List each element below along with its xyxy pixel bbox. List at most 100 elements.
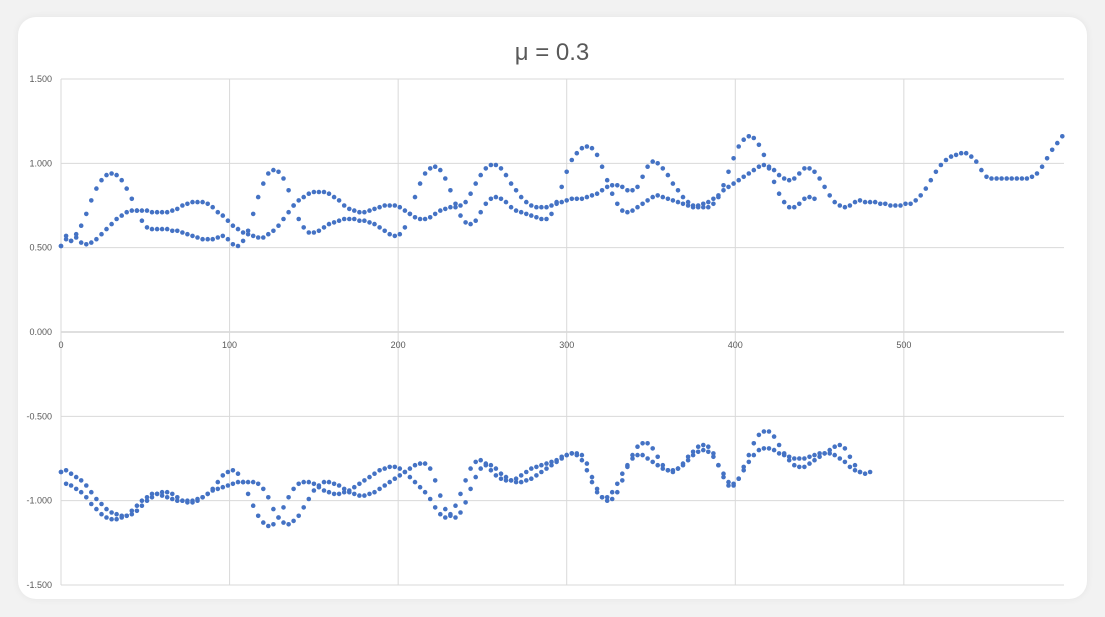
data-point xyxy=(89,489,94,495)
data-point xyxy=(640,441,645,446)
data-point xyxy=(559,199,564,205)
data-point xyxy=(807,166,812,171)
data-point xyxy=(554,457,559,463)
data-point xyxy=(159,493,165,498)
data-point xyxy=(402,225,408,230)
data-point xyxy=(281,520,286,525)
data-point xyxy=(513,208,519,213)
data-point xyxy=(781,176,787,181)
data-point xyxy=(225,236,231,242)
data-point xyxy=(463,478,468,483)
data-point xyxy=(432,478,438,483)
data-point xyxy=(114,511,119,517)
data-point xyxy=(352,491,357,497)
data-point xyxy=(438,167,443,173)
data-point xyxy=(134,208,140,213)
data-point xyxy=(680,462,686,468)
data-point xyxy=(797,456,802,461)
data-point xyxy=(336,491,342,497)
data-point xyxy=(655,462,660,468)
data-point xyxy=(483,201,489,207)
data-point xyxy=(675,188,681,193)
data-point xyxy=(225,218,231,223)
data-point xyxy=(63,468,69,473)
data-point xyxy=(706,449,711,455)
data-point xyxy=(837,456,843,461)
data-point xyxy=(776,451,782,456)
data-point xyxy=(645,456,650,461)
y-tick-label: -1.500 xyxy=(26,580,52,590)
data-point xyxy=(786,204,792,210)
data-point xyxy=(331,491,337,497)
data-point xyxy=(1014,176,1020,181)
data-point xyxy=(458,213,463,218)
data-point xyxy=(175,495,180,500)
data-point xyxy=(670,198,676,203)
data-point xyxy=(341,489,347,495)
data-point xyxy=(195,199,200,205)
data-point xyxy=(771,167,777,173)
data-point xyxy=(114,172,119,178)
data-point xyxy=(1009,176,1014,181)
data-point xyxy=(84,483,89,488)
data-point xyxy=(761,152,767,158)
data-point xyxy=(341,486,347,492)
data-point xyxy=(195,235,200,240)
data-point xyxy=(498,471,504,477)
data-point xyxy=(129,196,135,202)
data-point xyxy=(190,233,195,239)
data-point xyxy=(807,461,812,466)
data-point xyxy=(78,223,84,228)
data-point xyxy=(104,226,109,232)
data-point xyxy=(655,193,660,198)
data-point xyxy=(240,238,246,244)
data-point xyxy=(751,135,757,141)
data-point xyxy=(503,172,509,178)
data-point xyxy=(817,176,822,181)
x-tick-label: 500 xyxy=(896,340,911,350)
data-point xyxy=(953,152,959,158)
data-point xyxy=(296,481,302,487)
data-point xyxy=(756,164,762,169)
data-point xyxy=(584,144,590,149)
data-point xyxy=(417,461,423,466)
data-point xyxy=(357,209,362,215)
data-point xyxy=(109,171,114,176)
data-point xyxy=(797,464,802,470)
data-point xyxy=(847,203,853,208)
data-point xyxy=(89,240,94,245)
data-point xyxy=(331,194,337,200)
data-point xyxy=(286,522,291,527)
data-point xyxy=(220,213,226,218)
data-point xyxy=(493,466,499,471)
data-point xyxy=(645,198,650,203)
data-point xyxy=(372,489,377,495)
data-point xyxy=(569,157,575,163)
data-point xyxy=(736,144,741,149)
data-point xyxy=(898,203,903,208)
data-point xyxy=(589,193,595,198)
data-point xyxy=(185,201,190,207)
data-point xyxy=(665,196,671,202)
data-point xyxy=(78,489,84,495)
data-point xyxy=(422,171,428,176)
data-point xyxy=(807,194,812,200)
data-point xyxy=(63,481,69,487)
data-point xyxy=(250,233,256,239)
data-point xyxy=(736,177,741,183)
data-point xyxy=(230,468,236,473)
data-point xyxy=(443,176,448,181)
data-point xyxy=(99,231,104,237)
data-point xyxy=(792,462,797,468)
data-point xyxy=(812,169,817,175)
data-point xyxy=(164,489,170,495)
data-point xyxy=(306,496,312,502)
data-point xyxy=(503,478,509,483)
data-point xyxy=(255,481,261,487)
data-point xyxy=(564,452,569,458)
data-point xyxy=(58,243,64,249)
data-point xyxy=(407,474,413,480)
data-point xyxy=(883,201,888,207)
data-point xyxy=(579,452,585,458)
data-point xyxy=(250,503,256,509)
